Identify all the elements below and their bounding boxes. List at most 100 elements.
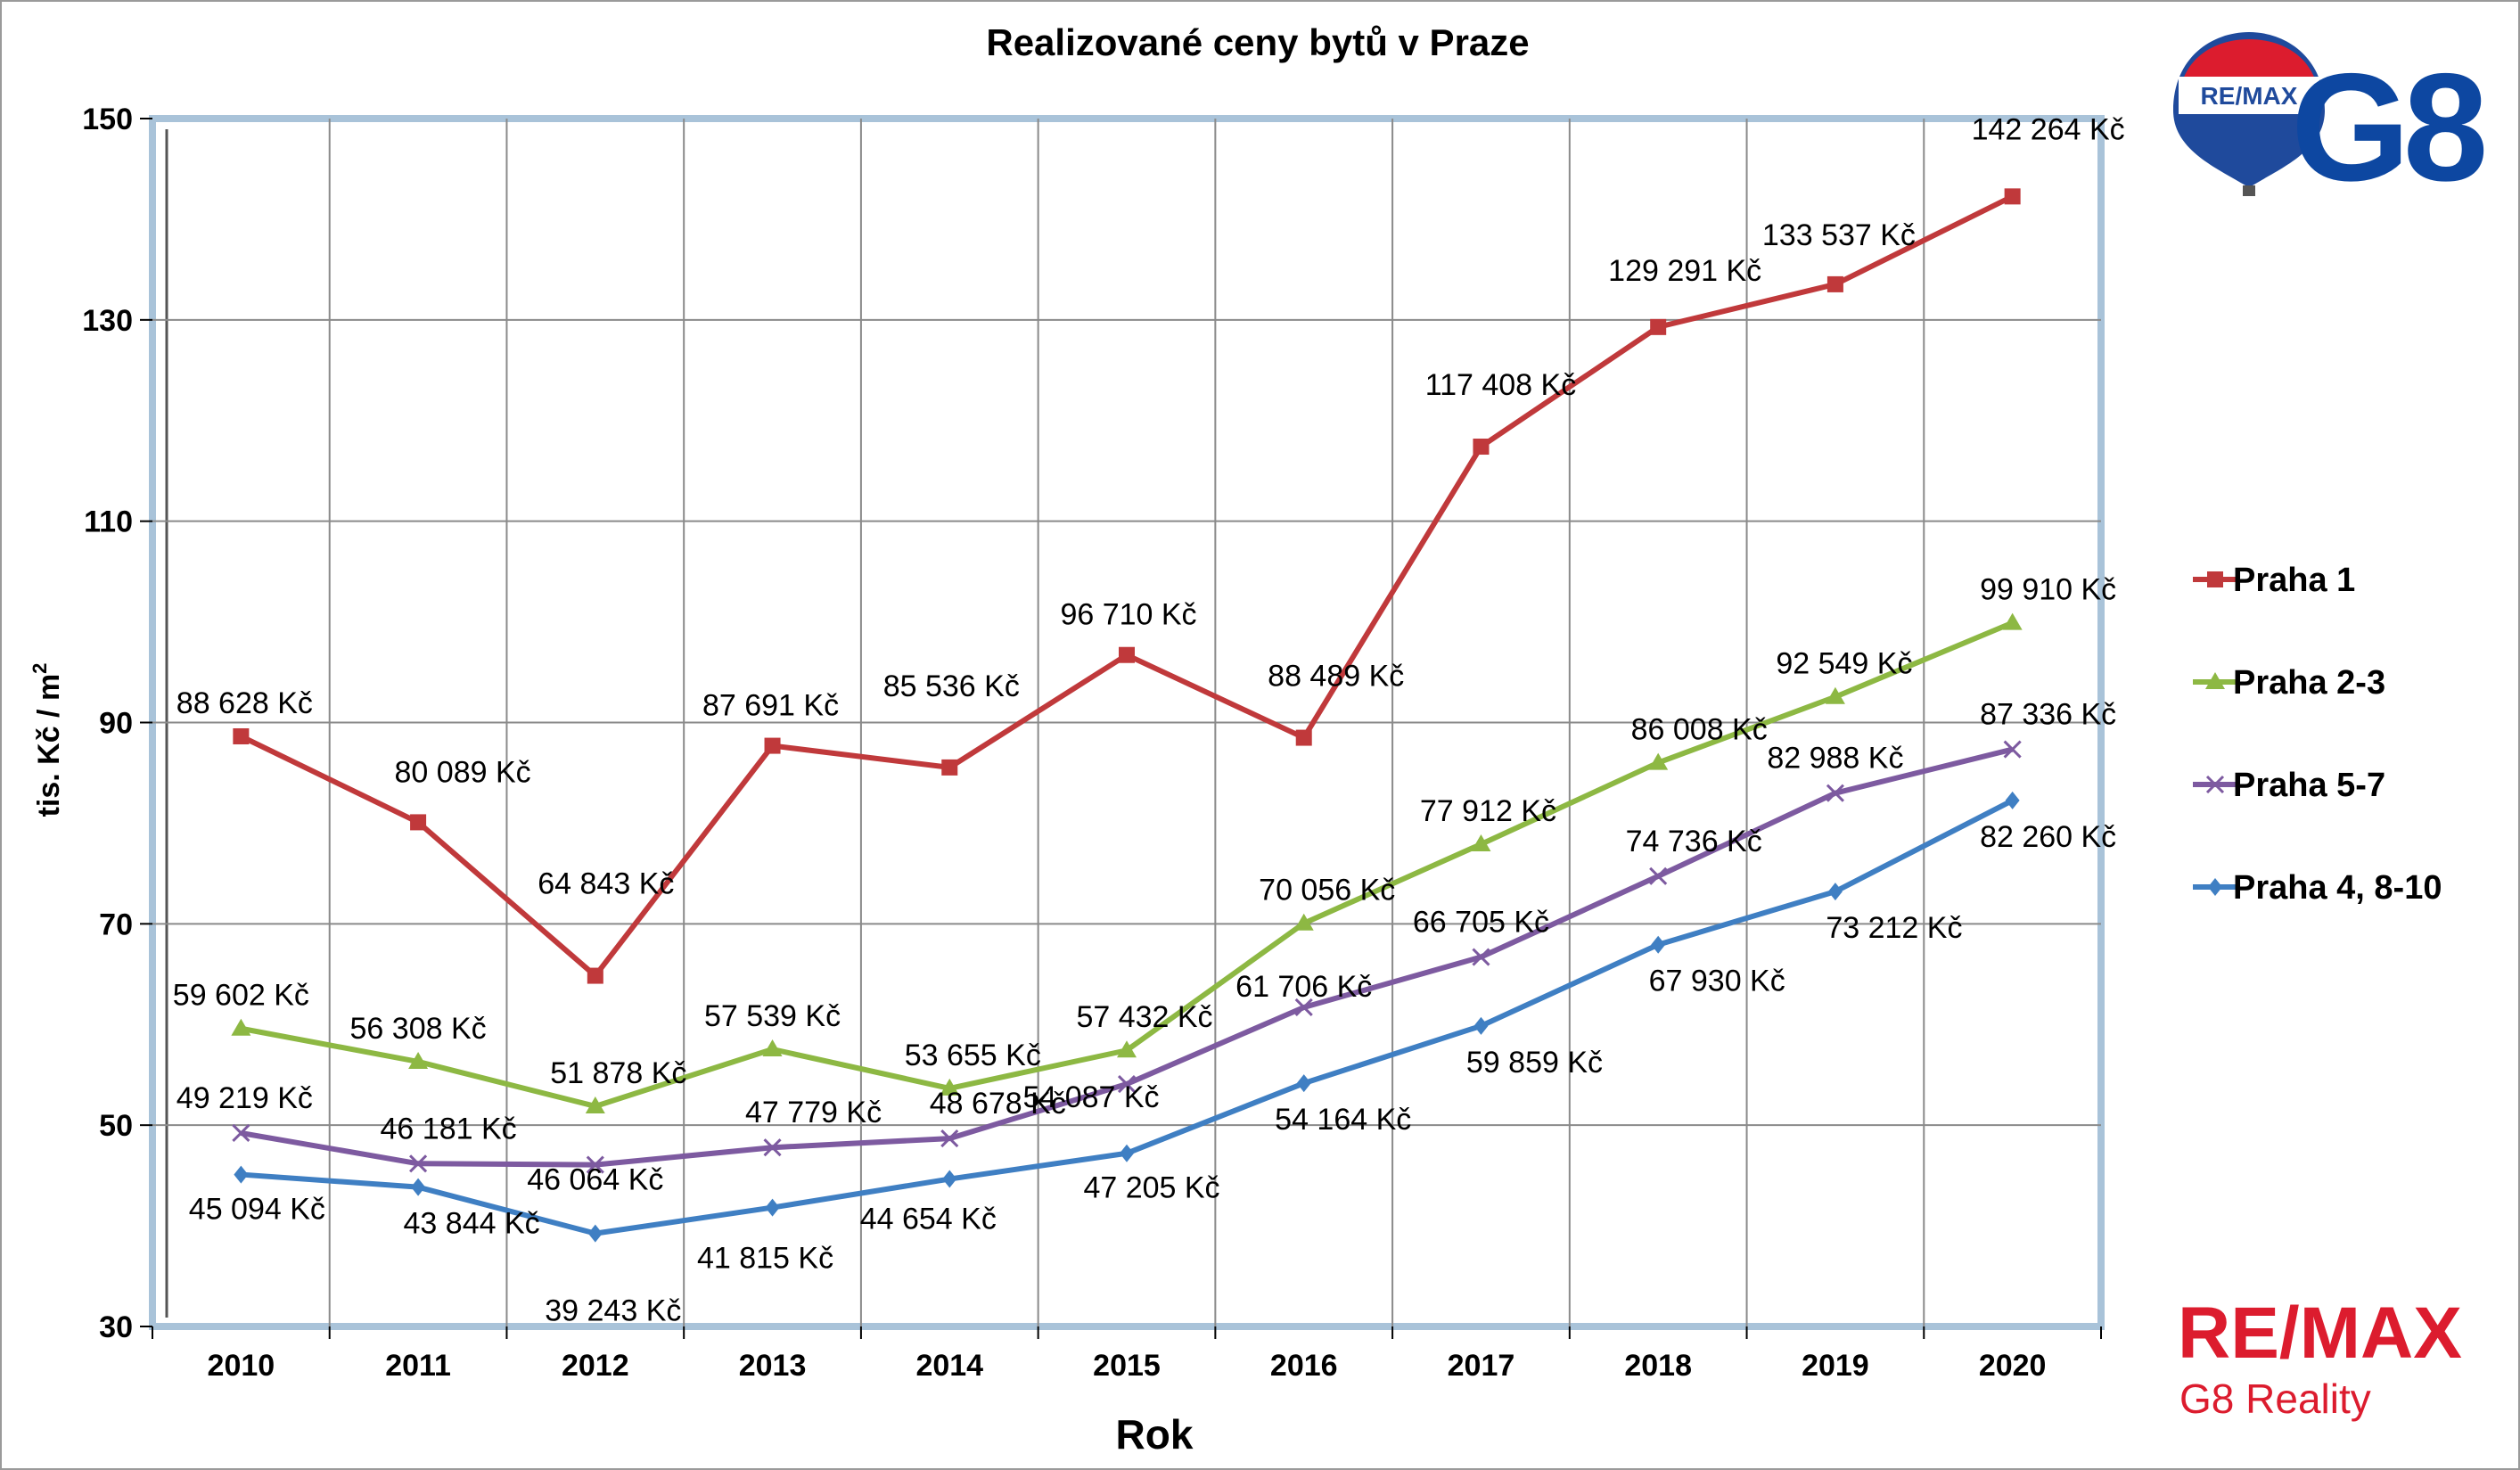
legend-marker (2208, 878, 2222, 896)
x-tick-label: 2014 (915, 1349, 983, 1383)
x-tick-label: 2016 (1270, 1349, 1338, 1383)
x-tick-label: 2018 (1624, 1349, 1692, 1383)
y-tick-label: 90 (99, 707, 133, 741)
data-label: 99 910 Kč (1980, 573, 2116, 607)
gridlines (152, 119, 2101, 1326)
data-point (1651, 935, 1666, 954)
data-label: 117 408 Kč (1425, 368, 1577, 402)
data-point (1472, 948, 1490, 966)
data-label: 129 291 Kč (1608, 254, 1761, 288)
data-point (1117, 1074, 1137, 1094)
data-point (1295, 729, 1312, 746)
legend-entry: Praha 5-7 (2193, 767, 2385, 804)
y-tick-label: 30 (99, 1310, 133, 1344)
data-label: 133 537 Kč (1762, 218, 1916, 252)
y-tick-label: 150 (82, 103, 133, 136)
data-label: 43 844 Kč (404, 1207, 540, 1241)
data-point (585, 1096, 605, 1113)
data-label: 82 260 Kč (1980, 820, 2116, 854)
data-label: 48 678 Kč (930, 1087, 1066, 1121)
data-label: 67 930 Kč (1649, 965, 1785, 998)
data-label: 66 705 Kč (1413, 906, 1549, 940)
data-label: 47 205 Kč (1083, 1171, 1219, 1205)
data-point (942, 1170, 957, 1188)
remax-balloon-logo: RE/MAX (2173, 32, 2325, 196)
legend-label: Praha 1 (2233, 562, 2355, 599)
data-point (1294, 998, 1313, 1017)
legend: Praha 1 Praha 2-3 Praha 5-7 Praha 4, 8-10 (2193, 562, 2442, 907)
data-point (233, 727, 250, 744)
data-point (408, 1051, 429, 1069)
legend-label: Praha 2-3 (2233, 664, 2385, 702)
data-label: 47 779 Kč (745, 1096, 882, 1129)
data-label: 54 164 Kč (1275, 1103, 1411, 1137)
data-label: 41 815 Kč (697, 1242, 833, 1276)
y-axis-title-sup: 2 (29, 663, 51, 674)
y-tick-labels: 30 50 70 90 110 130 150 (82, 103, 152, 1344)
y-axis-title: tis. Kč / m2 (29, 663, 66, 817)
legend-entry: Praha 1 (2193, 562, 2355, 599)
data-point (1826, 275, 1843, 292)
data-point (1648, 752, 1669, 770)
data-point (232, 1123, 250, 1143)
data-point (586, 1155, 604, 1174)
x-tick-label: 2019 (1802, 1349, 1869, 1383)
x-tick-label: 2010 (208, 1349, 275, 1383)
balloon-text: RE/MAX (2201, 82, 2298, 110)
data-point (2005, 791, 2020, 809)
data-point (1119, 646, 1135, 663)
data-label: 45 094 Kč (189, 1193, 325, 1227)
series-praha-2-3: 59 602 Kč 56 308 Kč 51 878 Kč 57 539 Kč 53 6… (173, 573, 2116, 1113)
remax-wordmark: RE/MAX (2178, 1293, 2462, 1374)
x-tick-label: 2013 (739, 1349, 807, 1383)
data-label: 53 655 Kč (905, 1039, 1041, 1072)
x-tick-label: 2012 (562, 1349, 629, 1383)
data-point (410, 814, 427, 831)
data-label: 70 056 Kč (1259, 874, 1395, 907)
data-label: 59 859 Kč (1466, 1046, 1603, 1080)
data-label: 64 843 Kč (538, 867, 674, 901)
data-point (1827, 883, 1843, 901)
data-label: 61 706 Kč (1235, 970, 1372, 1004)
legend-entry: Praha 4, 8-10 (2193, 869, 2442, 907)
data-point (940, 1129, 959, 1148)
data-point (1120, 1144, 1134, 1162)
balloon-basket-icon (2243, 185, 2255, 196)
series-group: 88 628 Kč 80 089 Kč 64 843 Kč 87 691 Kč 85 5… (173, 112, 2125, 1327)
y-tick-label: 70 (99, 907, 133, 941)
data-label: 88 489 Kč (1268, 660, 1404, 694)
data-point (1649, 866, 1668, 885)
data-label: 39 243 Kč (545, 1294, 681, 1328)
y-axis-title-main: tis. Kč / m (32, 674, 66, 817)
data-label: 59 602 Kč (173, 979, 309, 1013)
data-label: 87 691 Kč (702, 689, 839, 723)
x-tick-label: 2011 (385, 1349, 451, 1383)
data-point (1471, 834, 1491, 851)
data-point (1296, 1074, 1311, 1093)
data-point (1826, 784, 1844, 802)
remax-subtext: G8 Reality (2179, 1376, 2371, 1422)
data-point (587, 1224, 603, 1243)
data-label: 56 308 Kč (350, 1012, 487, 1046)
series-praha-5-7: 49 219 Kč 46 181 Kč 46 064 Kč 47 779 Kč 48 6… (176, 698, 2116, 1197)
legend-label: Praha 5-7 (2233, 767, 2385, 804)
data-point (1650, 318, 1667, 335)
data-point (1473, 1016, 1489, 1035)
series-praha-4-8-10: 45 094 Kč 43 844 Kč 39 243 Kč 41 815 Kč 44 6… (189, 791, 2116, 1328)
data-label: 85 536 Kč (883, 669, 1020, 703)
data-label: 96 710 Kč (1060, 598, 1196, 632)
data-label: 88 628 Kč (176, 686, 313, 720)
data-label: 82 988 Kč (1767, 742, 1903, 776)
data-point (2004, 188, 2021, 205)
data-point (411, 1178, 426, 1196)
data-label: 74 736 Kč (1626, 825, 1762, 858)
legend-marker (2205, 672, 2225, 689)
x-tick-label: 2015 (1093, 1349, 1161, 1383)
g8-logo: G8 (2291, 42, 2484, 213)
x-tick-label: 2017 (1448, 1349, 1515, 1383)
legend-marker (2207, 571, 2223, 587)
y-tick-label: 110 (84, 505, 133, 539)
data-label: 51 878 Kč (550, 1056, 686, 1090)
legend-marker (2205, 775, 2225, 794)
data-point (765, 1198, 780, 1217)
